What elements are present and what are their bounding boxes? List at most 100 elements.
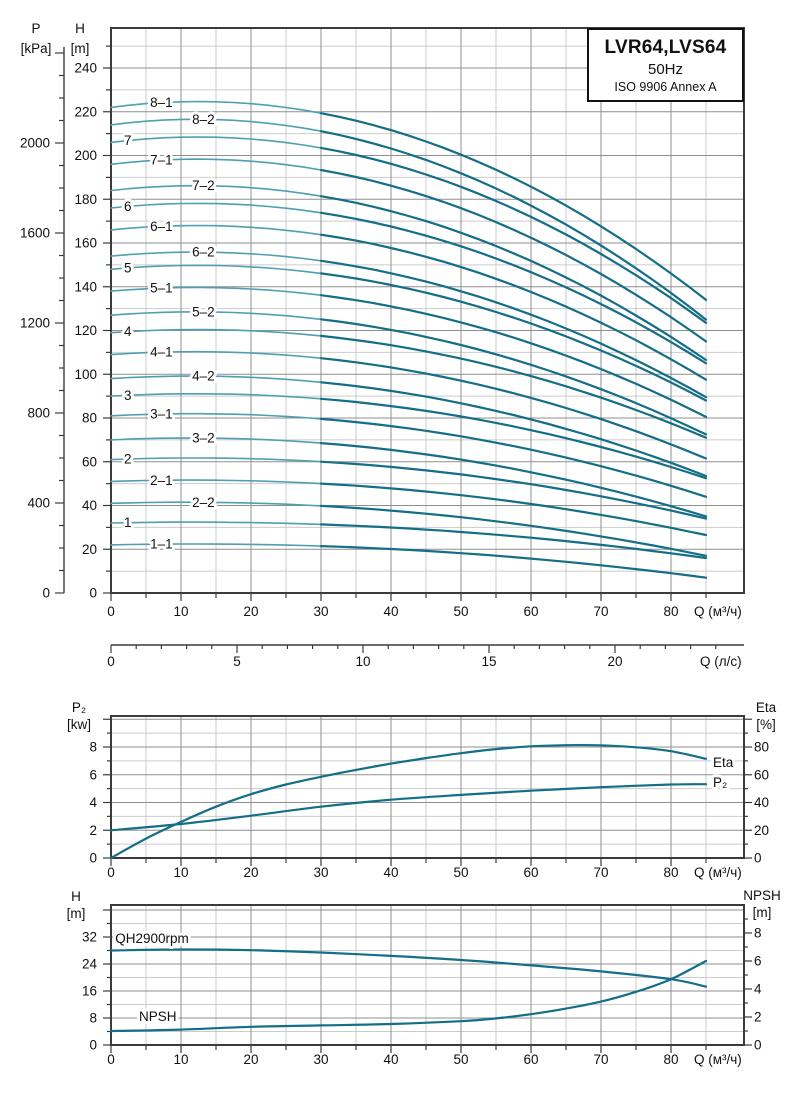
eta-tick-label: 0 — [754, 851, 762, 866]
flow-tick-label: 50 — [453, 604, 468, 619]
flow-tick-label: 40 — [383, 604, 398, 619]
head-tick-label: 40 — [82, 498, 97, 513]
npsh-axis-title: NPSH — [743, 888, 781, 903]
curve-5–2-dark — [319, 318, 708, 436]
eta-tick-label: 40 — [754, 795, 769, 810]
curve-label: 4–2 — [192, 369, 215, 384]
flow-axis: 0 10 20 30 40 50 60 70 80 Q (м³/ч) — [107, 593, 742, 619]
flow-tick-label: 20 — [243, 865, 258, 880]
flow-tick-label: 30 — [313, 1052, 328, 1067]
h-axis-title: H — [71, 889, 81, 904]
curve-7–2-light — [110, 184, 322, 197]
flow-tick-label: 70 — [593, 1052, 608, 1067]
power-tick-label: 0 — [89, 851, 97, 866]
curve-4–1-light — [110, 350, 322, 359]
eta-tick-label: 20 — [754, 823, 769, 838]
head-axis-title: [m] — [71, 41, 90, 56]
head-axis-title: H — [75, 21, 85, 36]
curve-label: 8–2 — [192, 112, 215, 127]
flow-tick-label: 60 — [523, 1052, 538, 1067]
flow-tick-label: 80 — [663, 604, 678, 619]
head-tick-label: 240 — [74, 61, 97, 76]
flow-tick-label: 0 — [107, 604, 115, 619]
h-axis: 0 8 16 24 32 H [m] — [67, 889, 111, 1053]
flow-tick-label: 30 — [313, 865, 328, 880]
npsh-frame — [110, 904, 745, 1046]
curve-label: 5 — [124, 260, 132, 275]
pressure-tick-label: 0 — [42, 586, 50, 601]
curve-label: 6 — [124, 199, 132, 214]
head-tick-label: 220 — [74, 104, 97, 119]
eta-axis-title: [%] — [756, 717, 776, 732]
npsh-tick-label: 0 — [754, 1038, 762, 1053]
power-tick-label: 8 — [89, 740, 97, 755]
curve-4–1-dark — [319, 357, 708, 460]
curve-3–1-dark — [319, 417, 708, 498]
pressure-tick-label: 1600 — [20, 226, 50, 241]
curve-label: 8–1 — [150, 95, 173, 110]
curve-2-dark — [319, 460, 708, 520]
curve-label: 4 — [124, 324, 132, 339]
curve-3-dark — [319, 397, 708, 480]
curve-1–1-light — [110, 543, 322, 547]
curve-label: 7 — [124, 133, 132, 148]
flow-tick-label: 10 — [173, 604, 188, 619]
head-tick-label: 200 — [74, 148, 97, 163]
curve-2–2-light — [110, 501, 322, 507]
head-curves: 8–1 8–2 7 7–1 7–2 6 6–1 6–2 5 5–1 5–2 4 4–1 4–2 3 3–1 3–… — [110, 92, 708, 579]
curve-7–2-dark — [319, 195, 708, 362]
curve-2-light — [110, 457, 322, 463]
pressure-tick-label: 400 — [27, 496, 50, 511]
curve-label: 2 — [124, 451, 132, 466]
series-P2-dark — [109, 783, 708, 832]
h-axis-title: [m] — [67, 906, 86, 921]
h-tick-label: 24 — [82, 957, 98, 972]
curve-5–1-dark — [319, 294, 708, 418]
power-axis-title: [kw] — [67, 717, 91, 732]
flow-tick-label: 0 — [107, 1052, 115, 1067]
power-curves: Eta P₂ — [109, 743, 737, 860]
curve-6-light — [110, 202, 322, 214]
series-NPSH-dark — [109, 959, 708, 1033]
series-QH2900rpm-dark — [109, 948, 708, 988]
curve-6–1-dark — [319, 233, 708, 381]
npsh-tick-label: 6 — [754, 954, 762, 969]
curve-6–2-dark — [319, 259, 708, 399]
power-tick-label: 6 — [89, 767, 97, 782]
curve-5-light — [110, 264, 322, 275]
power-chart: 0 2 4 6 8 P₂ [kw] 0 20 40 60 80 Eta [%] 0 10 20 30 40 50 60 7… — [67, 700, 777, 880]
series-label: QH2900rpm — [115, 931, 189, 946]
head-tick-label: 60 — [82, 454, 97, 469]
npsh-tick-label: 4 — [754, 982, 762, 997]
flow-tick-label: 10 — [173, 1052, 188, 1067]
head-tick-label: 140 — [74, 279, 97, 294]
curve-label: 4–1 — [150, 345, 173, 360]
flow-tick-label: 20 — [243, 1052, 258, 1067]
power-frame — [110, 715, 745, 859]
curve-label: 6–1 — [150, 219, 173, 234]
power-axis: 0 2 4 6 8 P₂ [kw] — [67, 700, 111, 866]
curve-7–1-light — [110, 158, 322, 171]
npsh-axis-title: [m] — [753, 905, 772, 920]
curve-5–2-light — [110, 311, 322, 321]
lps-tick-label: 20 — [607, 654, 622, 669]
curve-label: 7–1 — [150, 152, 173, 167]
lps-tick-label: 15 — [481, 654, 496, 669]
curve-1-dark — [319, 523, 708, 560]
flow-tick-label: 20 — [243, 604, 258, 619]
flow-tick-label: 60 — [523, 604, 538, 619]
flow-tick-label: 80 — [663, 865, 678, 880]
flow-tick-label: 50 — [453, 865, 468, 880]
head-tick-label: 100 — [74, 367, 97, 382]
curve-1-light — [110, 521, 322, 526]
flow-axis-lps: 0 5 10 15 20 Q (л/с) — [107, 644, 744, 669]
curve-3–2-light — [110, 437, 322, 444]
power-grid — [111, 716, 744, 858]
npsh-axis: 0 2 4 6 8 NPSH [m] — [743, 888, 781, 1053]
flow-tick-label: 40 — [383, 865, 398, 880]
curve-2–1-light — [110, 479, 322, 485]
frequency-label: 50Hz — [647, 60, 684, 78]
npsh-tick-label: 8 — [754, 926, 762, 941]
curve-8–2-light — [110, 118, 322, 132]
